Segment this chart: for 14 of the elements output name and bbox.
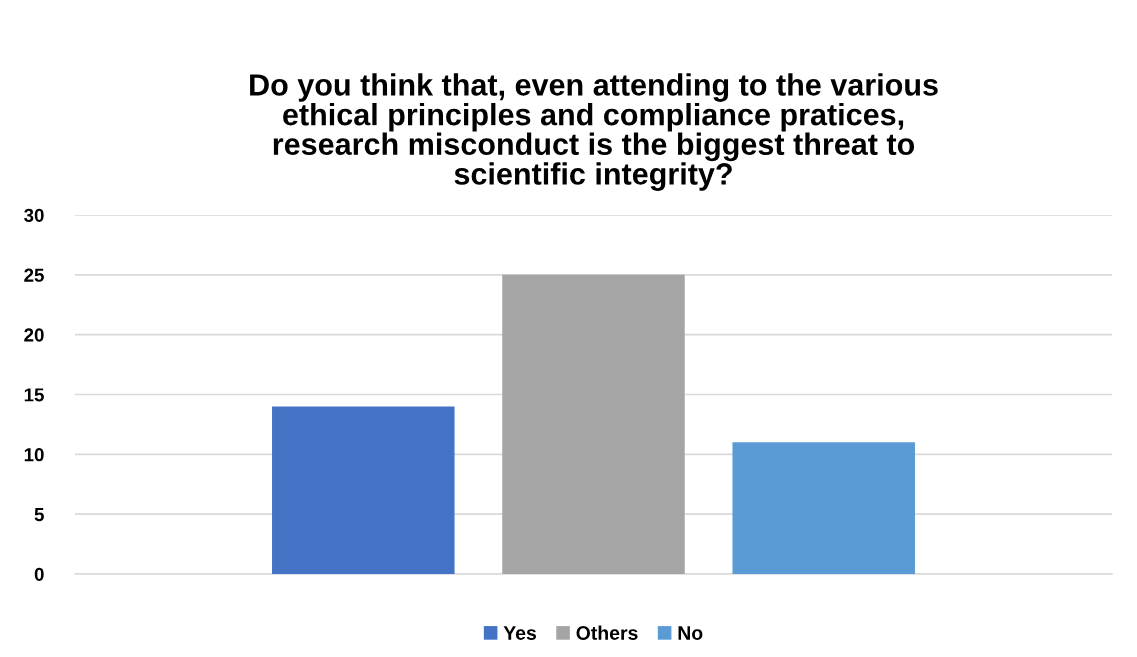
legend-label: Others	[576, 625, 638, 640]
y-tick-label: 10	[24, 448, 44, 462]
y-tick-label: 20	[24, 328, 44, 342]
chart-title: Do you think that, even attending to the various ethical principles and compliance pratices, research misconduct is the biggest threat to scientific integrity?	[250, 73, 938, 191]
bar	[502, 274, 685, 574]
bar	[272, 406, 455, 574]
bar	[732, 442, 915, 574]
legend-label: No	[678, 626, 703, 640]
y-tick-label: 15	[24, 388, 44, 402]
y-tick-label: 5	[34, 508, 44, 522]
y-tick-label: 30	[24, 208, 44, 222]
legend-label: Yes	[503, 626, 537, 640]
y-tick-label: 0	[34, 567, 44, 581]
y-tick-label: 25	[24, 268, 44, 282]
